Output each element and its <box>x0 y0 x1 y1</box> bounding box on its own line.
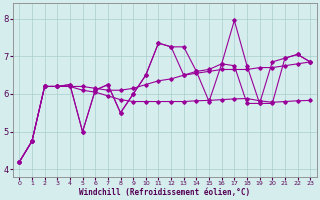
X-axis label: Windchill (Refroidissement éolien,°C): Windchill (Refroidissement éolien,°C) <box>79 188 250 197</box>
